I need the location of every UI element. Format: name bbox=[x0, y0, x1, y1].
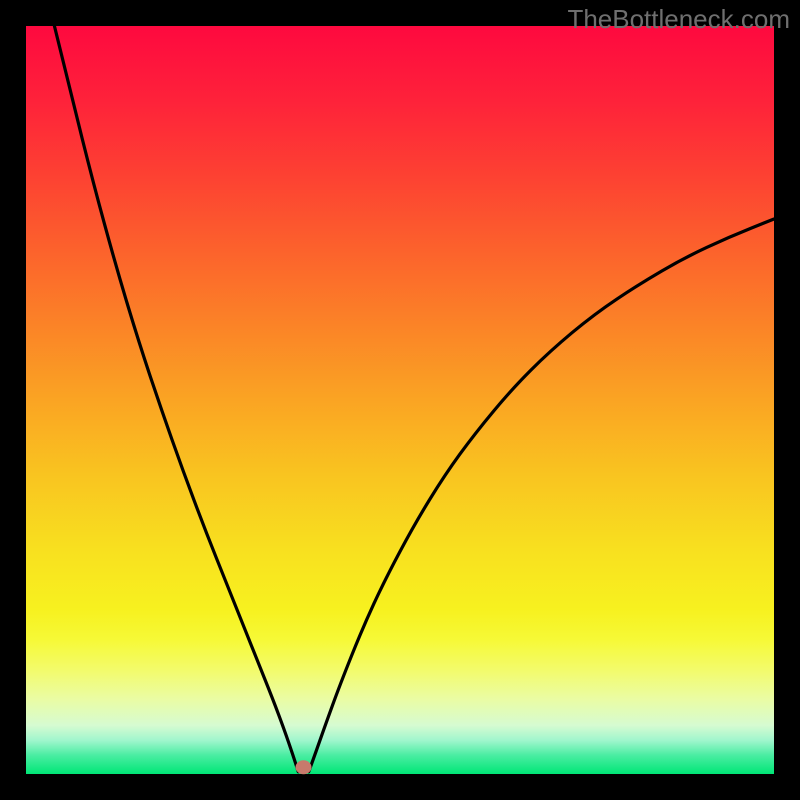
watermark-text: TheBottleneck.com bbox=[567, 4, 790, 35]
chart-container: TheBottleneck.com bbox=[0, 0, 800, 800]
optimum-marker bbox=[296, 760, 312, 774]
bottleneck-chart bbox=[0, 0, 800, 800]
plot-background bbox=[26, 26, 774, 774]
